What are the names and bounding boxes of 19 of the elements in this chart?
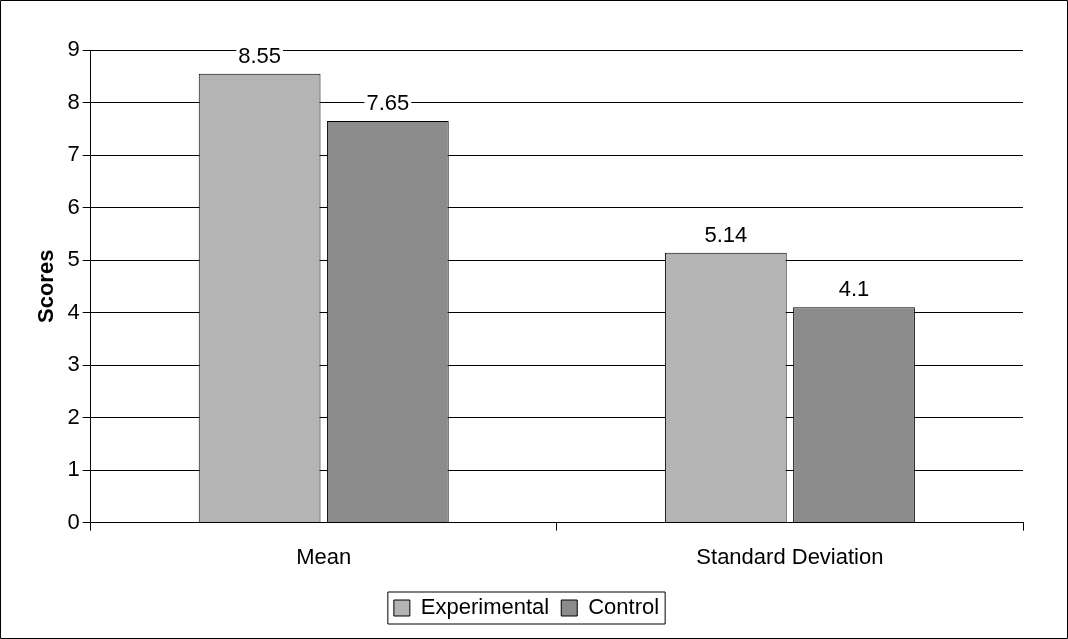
data-label: 5.14 <box>704 221 748 247</box>
data-label: 4.1 <box>838 276 870 302</box>
legend-label: Control <box>588 594 660 620</box>
x-tick-label: Mean <box>296 543 352 569</box>
data-label: 8.55 <box>238 42 282 68</box>
data-label: 7.65 <box>366 89 410 115</box>
y-tick-label: 0 <box>67 508 80 534</box>
y-tick-label: 1 <box>67 456 80 482</box>
y-tick-label: 7 <box>67 141 80 167</box>
y-axis-title: Scores <box>33 249 59 323</box>
legend-label: Experimental <box>420 594 550 620</box>
y-tick-label: 2 <box>67 403 80 429</box>
y-tick-label: 4 <box>67 298 80 324</box>
y-tick-label: 5 <box>67 246 80 272</box>
x-tick-label: Standard Deviation <box>696 543 884 569</box>
y-tick-label: 9 <box>67 36 80 62</box>
y-tick-label: 8 <box>67 88 80 114</box>
y-tick-label: 3 <box>67 351 80 377</box>
y-tick-label: 6 <box>67 193 80 219</box>
